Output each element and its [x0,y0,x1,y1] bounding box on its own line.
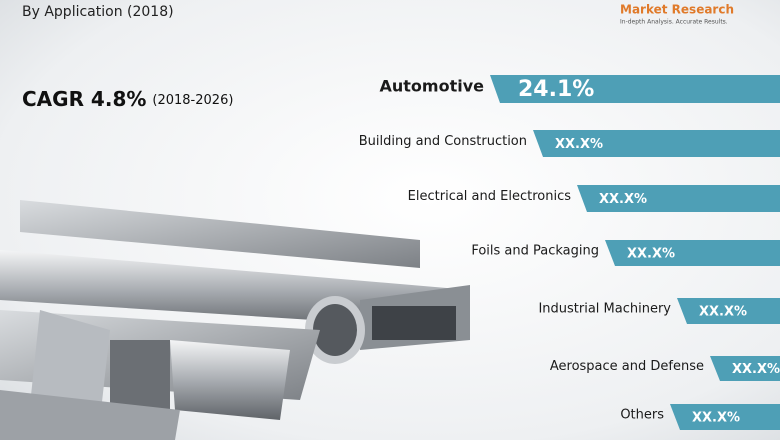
item-value: XX.X% [555,137,603,152]
bar [710,356,780,381]
item-label: Aerospace and Defense [550,359,704,374]
bars: Automotive 24.1% Building and Construction… [359,75,780,430]
bar [670,404,780,430]
item-label: Foils and Packaging [471,244,599,259]
cagr: CAGR 4.8% (2018-2026) [22,87,233,111]
item-value: XX.X% [627,247,675,262]
item-label: Building and Construction [359,134,527,149]
item-value: XX.X% [599,192,647,207]
item-label: Industrial Machinery [538,302,671,317]
bar [677,298,780,324]
logo-name: Market Research [620,3,734,17]
bar [533,130,780,157]
item-value: XX.X% [692,411,740,426]
bar [490,75,780,103]
cagr-period: (2018-2026) [152,93,233,108]
cagr-label: CAGR 4.8% [22,87,146,111]
item-label: Others [620,408,664,423]
logo-tagline: In-depth Analysis. Accurate Results. [620,19,728,26]
item-label: Automotive [380,77,485,96]
item-label: Electrical and Electronics [408,189,572,204]
bar [605,240,780,266]
item-value: 24.1% [518,77,594,102]
item-value: XX.X% [699,305,747,320]
bar [577,185,780,212]
item-value: XX.X% [732,362,780,377]
title: By Application (2018) [22,4,174,20]
metal-illustration [0,200,470,440]
